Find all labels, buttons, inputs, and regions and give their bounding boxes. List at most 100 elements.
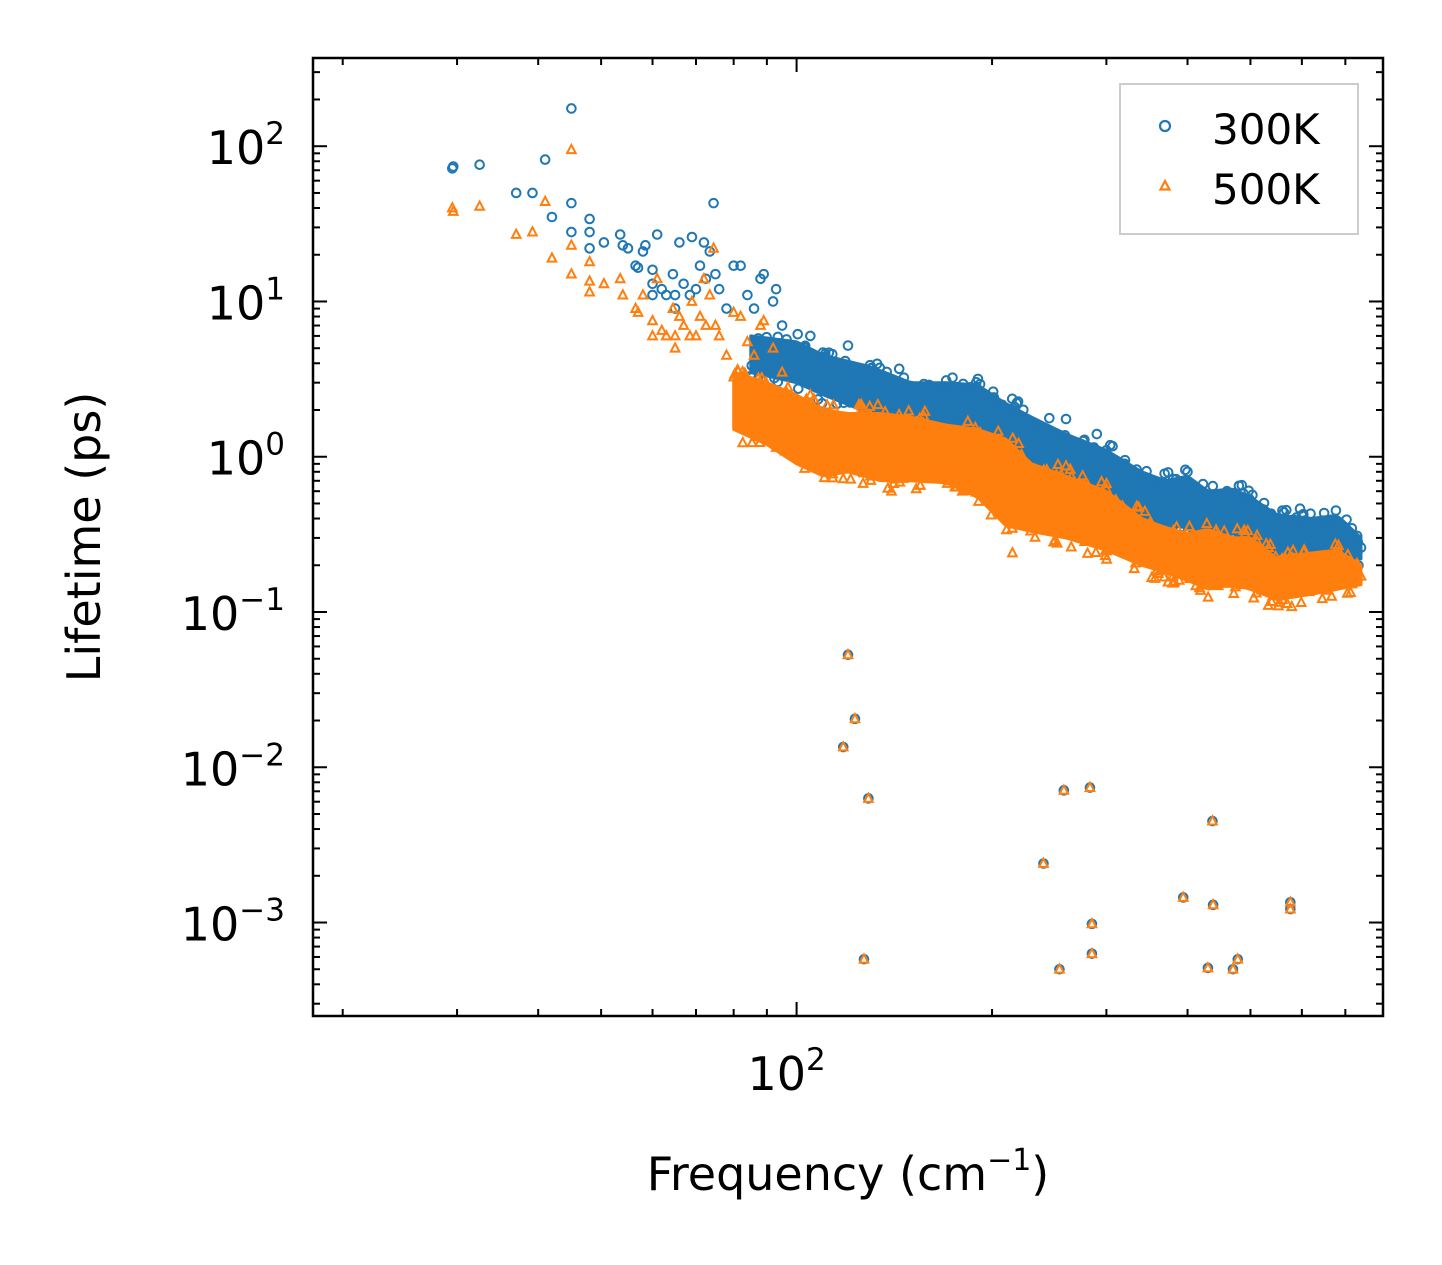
data-point-300k <box>584 213 595 225</box>
data-point-500k <box>616 288 629 300</box>
data-point-300k <box>1221 485 1233 497</box>
data-point-500k <box>690 328 702 341</box>
band-edge-marker <box>1049 533 1061 545</box>
band-edge-marker <box>727 370 740 382</box>
data-point-300k <box>584 226 595 238</box>
band-edge-marker <box>826 467 839 479</box>
data-point-300k <box>767 296 779 307</box>
data-point-300k <box>690 283 702 295</box>
x-axis-label-exponent: −1 <box>987 1143 1031 1178</box>
data-point-300k <box>805 330 816 342</box>
data-point-500k <box>940 456 953 469</box>
band-edge-marker <box>1255 583 1268 595</box>
data-point-300k <box>854 368 865 380</box>
band-edge-marker <box>1265 594 1278 607</box>
data-point-300k <box>923 379 935 391</box>
data-point-300k <box>791 342 802 354</box>
band-edge-marker <box>1317 549 1330 561</box>
band-edge-marker <box>944 424 957 437</box>
data-point-500k <box>1177 890 1190 902</box>
band-edge-marker <box>857 476 870 488</box>
band-edge-marker <box>1224 576 1237 588</box>
data-point-500k <box>1284 902 1297 914</box>
y-tick-label-exponent: 0 <box>265 427 285 463</box>
data-point-300k <box>735 260 746 272</box>
data-points <box>446 103 1367 975</box>
data-point-300k <box>637 246 649 257</box>
band-edge-marker <box>1078 534 1091 547</box>
density-bands <box>727 328 1364 612</box>
band-edge-marker <box>1210 523 1223 535</box>
band-edge-marker <box>792 328 804 340</box>
data-point-300k <box>694 260 706 272</box>
band-edge-marker <box>1285 599 1298 612</box>
data-point-500k <box>1260 565 1273 577</box>
band-edge-marker <box>1341 514 1352 525</box>
data-point-300k <box>647 289 658 301</box>
y-tick-label-base: 10 <box>207 276 266 330</box>
band-edge-marker <box>1225 570 1238 582</box>
band-edge-marker <box>1351 556 1363 569</box>
data-point-500k <box>1090 508 1103 520</box>
data-point-500k <box>853 453 866 465</box>
band-edge-marker <box>1058 477 1071 489</box>
band-edge-marker <box>1166 576 1179 588</box>
data-point-500k <box>583 285 596 297</box>
x-axis-label: Frequency (cm−1) <box>647 1143 1050 1201</box>
band-edge-marker <box>772 331 784 343</box>
data-point-500k <box>565 267 578 279</box>
band-edge-marker <box>1258 497 1270 509</box>
band-edge-marker <box>1242 574 1255 587</box>
y-tick-label-exponent: −1 <box>239 582 285 618</box>
data-point-300k <box>713 283 725 295</box>
band-edge-marker <box>779 391 791 404</box>
band-edge-marker <box>1330 505 1342 516</box>
data-point-500k <box>1208 569 1221 581</box>
data-point-500k <box>1135 546 1148 558</box>
band-edge-marker <box>1068 524 1081 537</box>
legend-marker-500k <box>1158 178 1172 191</box>
data-point-500k <box>1057 783 1070 795</box>
band-edge-marker <box>1044 412 1055 424</box>
data-point-500k <box>709 318 722 330</box>
data-point-300k <box>651 229 663 240</box>
data-point-500k <box>703 288 716 300</box>
band-edge-marker <box>1218 524 1231 536</box>
band-edge-marker <box>744 375 757 387</box>
band-edge-marker <box>1052 457 1064 470</box>
data-point-300k <box>640 240 651 251</box>
data-point-300k <box>667 268 679 280</box>
band-edge-marker <box>1187 531 1200 543</box>
data-point-300k <box>527 187 538 199</box>
band-edge-marker <box>812 402 825 414</box>
data-point-500k <box>565 238 578 250</box>
band-edge-marker <box>979 389 991 400</box>
y-tick-label-exponent: −2 <box>239 737 285 773</box>
band-edge-marker <box>1307 519 1319 531</box>
band-edge-marker <box>1139 518 1152 530</box>
data-point-500k <box>539 194 552 206</box>
y-tick-label: 101 <box>207 271 285 330</box>
data-point-500k <box>669 328 682 341</box>
band-edge-marker <box>947 372 958 383</box>
band-edge-marker <box>969 420 982 433</box>
data-point-500k <box>923 437 936 449</box>
data-point-300k <box>698 237 710 248</box>
band-edge-marker <box>1088 442 1100 453</box>
x-axis-label-close: ) <box>1031 1147 1049 1201</box>
band-edge-marker <box>753 435 766 448</box>
band-edge-marker <box>765 434 778 446</box>
data-point-500k <box>1220 558 1233 570</box>
band-edge-marker <box>1065 469 1078 482</box>
band-edge-marker <box>950 480 963 492</box>
data-point-500k <box>545 251 558 263</box>
data-point-500k <box>1227 962 1239 974</box>
x-tick-label-exponent: 2 <box>806 1042 826 1078</box>
band-edge-marker <box>879 404 892 417</box>
legend-marker-300k <box>1158 119 1172 133</box>
band-edge-marker <box>886 413 899 425</box>
y-tick-label-base: 10 <box>181 587 240 641</box>
data-point-300k <box>598 237 610 248</box>
band-edge-marker <box>939 385 950 396</box>
x-tick-label-base: 10 <box>747 1047 806 1101</box>
